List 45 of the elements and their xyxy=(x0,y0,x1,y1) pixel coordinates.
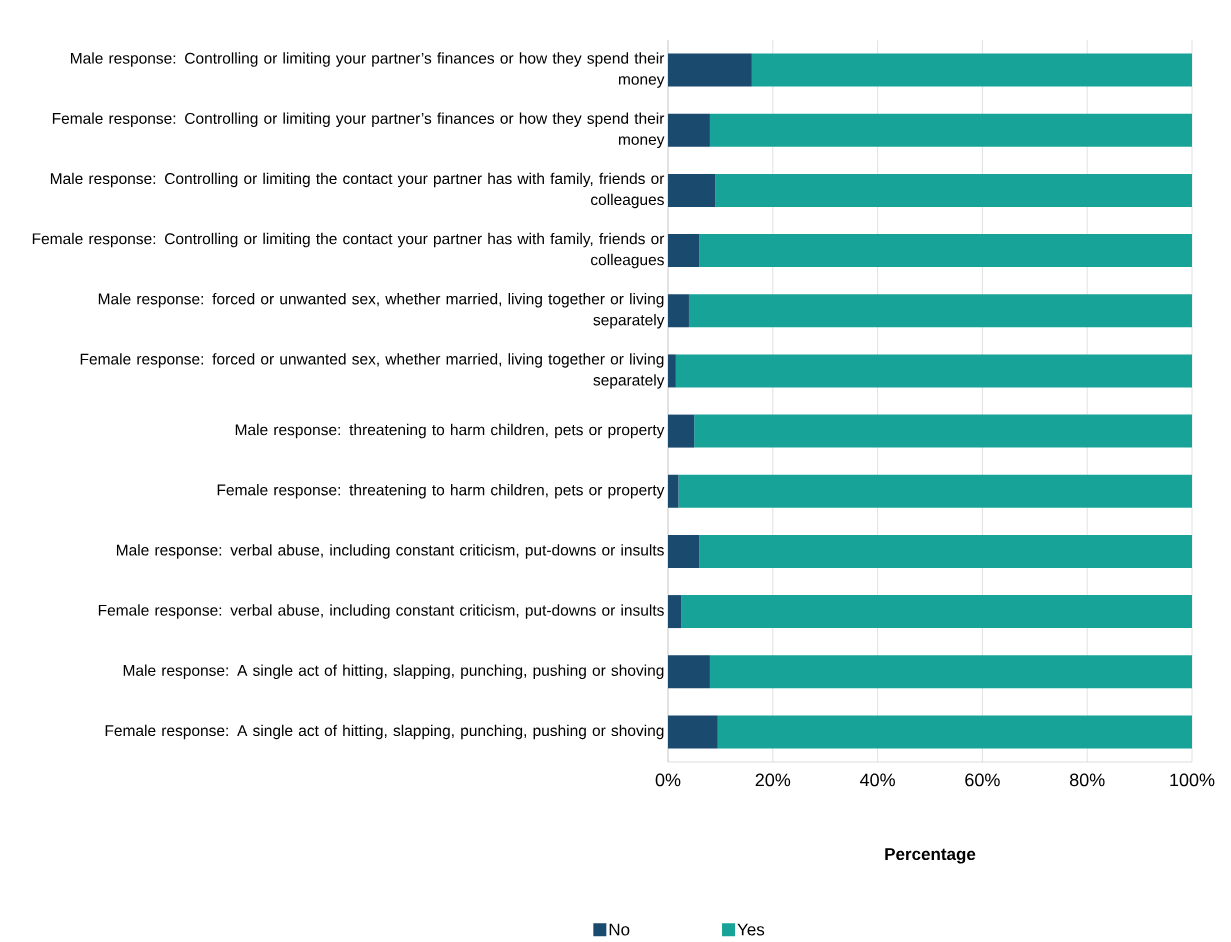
y-tick-label: Male response: Controlling or limiting the contact your partner has with family, friends or colleagues xyxy=(50,172,665,209)
bar xyxy=(668,474,679,508)
y-tick-label: Female response: threatening to harm children, pets or property xyxy=(217,484,665,499)
legend-label: Yes xyxy=(737,923,765,936)
x-axis-title: Percentage xyxy=(885,848,976,864)
bar xyxy=(681,595,1193,629)
legend-label: No xyxy=(609,923,630,936)
y-tick-label: Female response: A single act of hitting, slapping, punching, pushing or shoving xyxy=(105,724,664,740)
y-tick-label: Male response: threatening to harm children, pets or property xyxy=(235,423,665,439)
bar xyxy=(688,294,1193,328)
bar xyxy=(709,113,1193,147)
bar xyxy=(715,173,1193,207)
bar xyxy=(668,595,682,629)
y-tick-label: Male response: Controlling or limiting your partner’s finances or how they spend their money xyxy=(71,52,665,88)
bar xyxy=(709,655,1193,689)
y-tick-label: Female response: forced or unwanted sex, whether married, living together or living separately xyxy=(80,353,665,389)
bar xyxy=(668,715,718,749)
bar xyxy=(675,354,1193,388)
bar xyxy=(668,655,710,689)
bar xyxy=(668,414,695,448)
x-tick-label: 0% xyxy=(655,773,681,787)
bar xyxy=(668,294,689,328)
y-tick-label: Female response: verbal abuse, including constant criticism, put-downs or insults xyxy=(98,604,664,619)
bar xyxy=(668,234,700,268)
x-tick-label: 100% xyxy=(1170,773,1215,787)
bar xyxy=(668,354,676,388)
bar xyxy=(699,234,1193,268)
y-tick-label: Male response: verbal abuse, including constant criticism, put-downs or insults xyxy=(116,544,664,559)
bar xyxy=(668,534,700,568)
y-tick-label: Female response: Controlling or limiting the contact your partner has with family, friends or colleagues xyxy=(32,232,665,269)
bar xyxy=(678,474,1193,508)
y-tick-label: Male response: forced or unwanted sex, whether married, living together or living separately xyxy=(98,293,665,329)
x-tick-label: 60% xyxy=(965,773,1000,787)
y-tick-label: Female response: Controlling or limiting your partner’s finances or how they spend their money xyxy=(52,112,665,148)
bar xyxy=(717,715,1193,749)
x-tick-label: 40% xyxy=(860,773,895,787)
bar xyxy=(668,53,752,87)
x-tick-label: 20% xyxy=(755,773,791,787)
x-tick-label: 80% xyxy=(1069,773,1105,787)
bar xyxy=(751,53,1193,87)
y-tick-label: Male response: A single act of hitting, slapping, punching, pushing or shoving xyxy=(123,664,664,679)
bar xyxy=(694,414,1193,448)
bar xyxy=(668,173,716,207)
bar xyxy=(699,534,1193,568)
bar xyxy=(668,113,710,147)
